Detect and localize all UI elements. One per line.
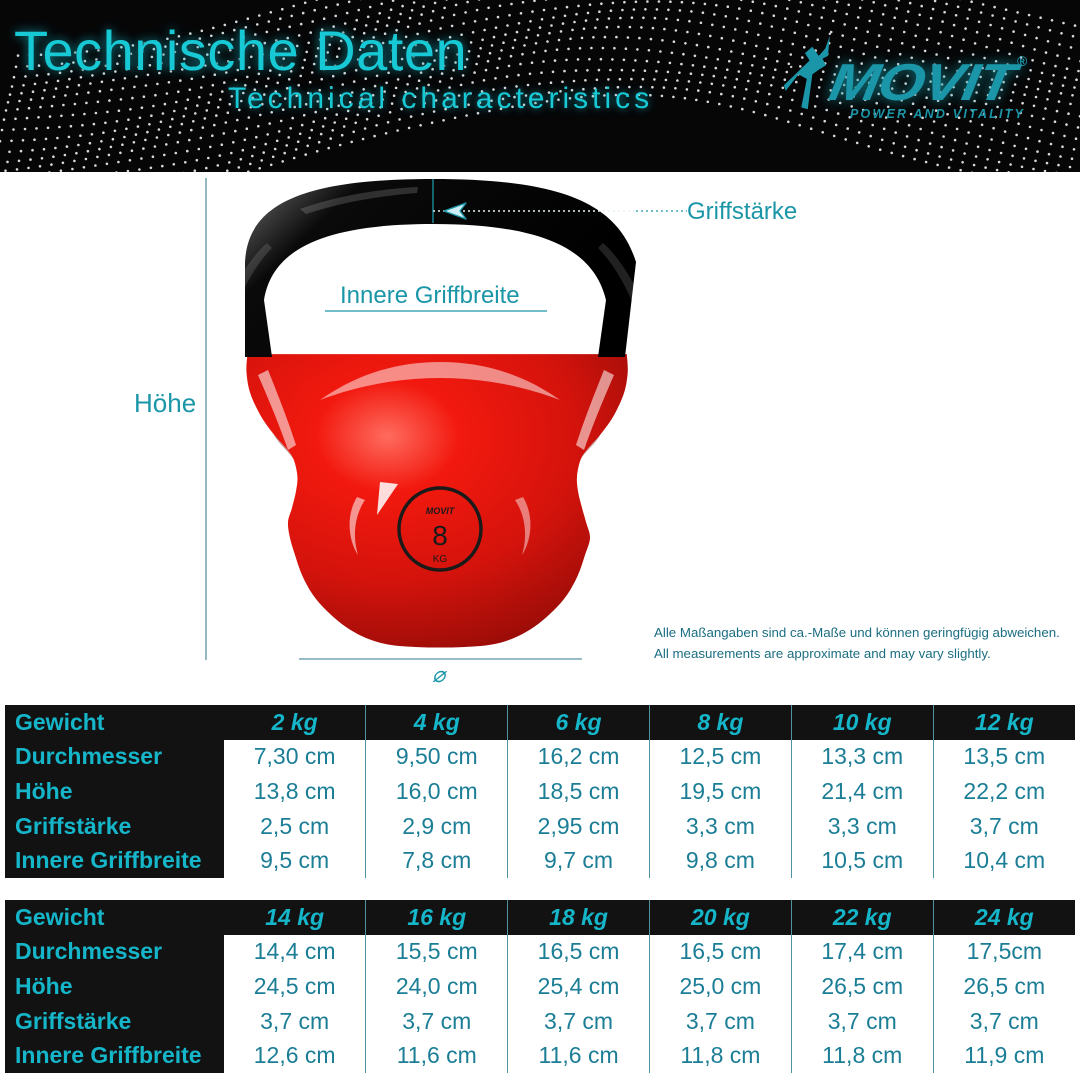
svg-text:MOVIT: MOVIT [426, 506, 456, 516]
svg-text:8: 8 [432, 520, 448, 551]
svg-text:KG: KG [433, 554, 448, 565]
